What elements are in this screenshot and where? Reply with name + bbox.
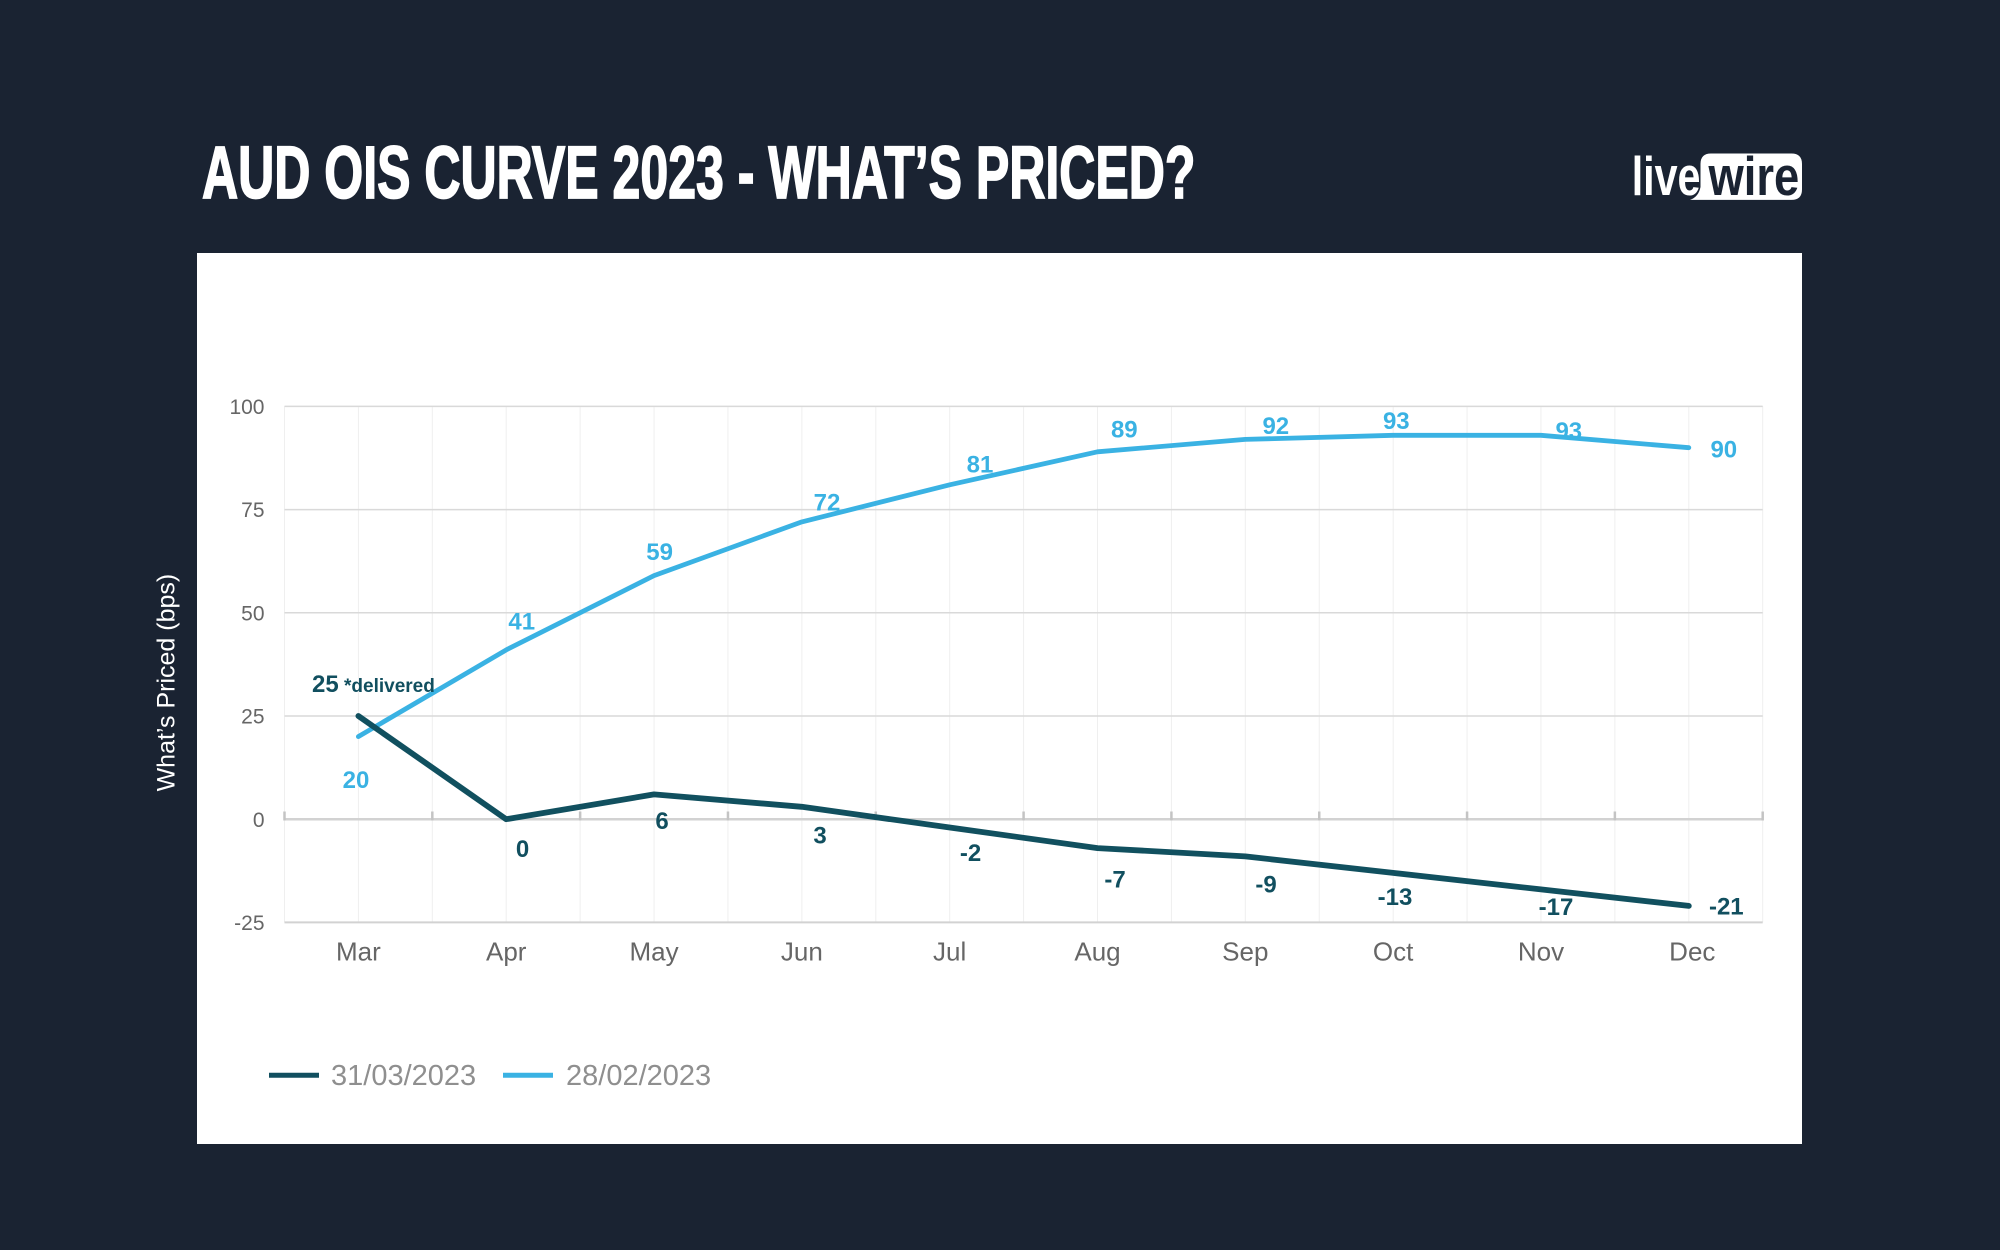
svg-text:89: 89: [1111, 416, 1138, 443]
svg-text:0: 0: [253, 809, 265, 832]
svg-text:wire: wire: [1708, 145, 1800, 207]
svg-text:50: 50: [241, 602, 264, 625]
svg-text:-25: -25: [234, 912, 264, 935]
svg-text:0: 0: [516, 836, 529, 863]
svg-text:-9: -9: [1255, 872, 1276, 899]
svg-text:Jul: Jul: [933, 937, 966, 967]
svg-text:-2: -2: [960, 840, 981, 867]
svg-text:-17: -17: [1539, 894, 1574, 921]
svg-text:25: 25: [241, 706, 264, 729]
svg-text:*delivered: *delivered: [344, 676, 435, 697]
svg-text:live: live: [1632, 146, 1701, 207]
svg-text:Mar: Mar: [336, 937, 381, 967]
svg-text:31/03/2023: 31/03/2023: [331, 1060, 476, 1092]
svg-text:-13: -13: [1378, 884, 1413, 911]
svg-text:Nov: Nov: [1518, 937, 1564, 967]
svg-text:41: 41: [508, 609, 535, 636]
svg-text:Sep: Sep: [1222, 937, 1268, 967]
svg-text:-21: -21: [1709, 893, 1744, 920]
svg-text:100: 100: [229, 396, 264, 419]
svg-text:20: 20: [343, 767, 370, 794]
svg-text:59: 59: [646, 539, 673, 566]
svg-text:Jun: Jun: [781, 937, 823, 967]
svg-text:6: 6: [655, 808, 668, 835]
svg-text:Oct: Oct: [1373, 937, 1414, 967]
svg-text:81: 81: [967, 451, 994, 478]
svg-text:93: 93: [1555, 418, 1582, 445]
svg-text:What’s Priced (bps): What’s Priced (bps): [153, 574, 181, 792]
svg-text:-7: -7: [1104, 867, 1125, 894]
svg-text:75: 75: [241, 499, 264, 522]
svg-text:90: 90: [1710, 436, 1737, 463]
svg-text:Dec: Dec: [1669, 937, 1715, 967]
svg-text:28/02/2023: 28/02/2023: [566, 1060, 711, 1092]
svg-text:25: 25: [312, 671, 339, 698]
svg-text:72: 72: [814, 489, 841, 516]
svg-text:93: 93: [1383, 408, 1410, 435]
svg-text:Aug: Aug: [1074, 937, 1120, 967]
svg-text:3: 3: [813, 823, 826, 850]
svg-text:92: 92: [1262, 413, 1289, 440]
svg-text:May: May: [629, 937, 678, 967]
svg-text:Apr: Apr: [486, 937, 527, 967]
